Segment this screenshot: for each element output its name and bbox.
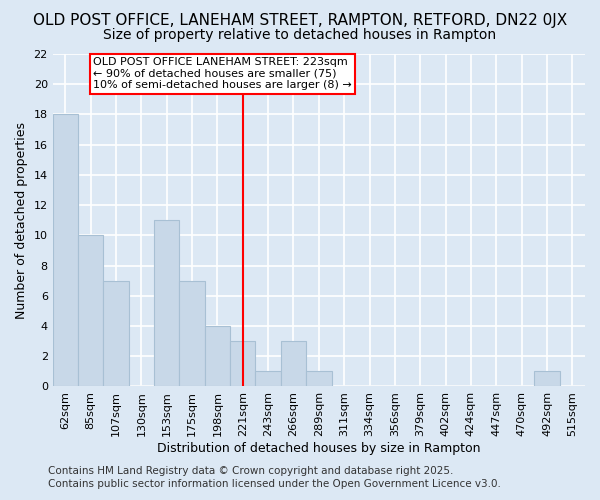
- Bar: [53, 114, 78, 386]
- Bar: [179, 280, 205, 386]
- Bar: [281, 341, 306, 386]
- Y-axis label: Number of detached properties: Number of detached properties: [15, 122, 28, 318]
- Text: Contains HM Land Registry data © Crown copyright and database right 2025.
Contai: Contains HM Land Registry data © Crown c…: [48, 466, 501, 489]
- Text: OLD POST OFFICE, LANEHAM STREET, RAMPTON, RETFORD, DN22 0JX: OLD POST OFFICE, LANEHAM STREET, RAMPTON…: [33, 12, 567, 28]
- Text: OLD POST OFFICE LANEHAM STREET: 223sqm
← 90% of detached houses are smaller (75): OLD POST OFFICE LANEHAM STREET: 223sqm ←…: [93, 57, 352, 90]
- X-axis label: Distribution of detached houses by size in Rampton: Distribution of detached houses by size …: [157, 442, 481, 455]
- Bar: [306, 372, 332, 386]
- Bar: [256, 372, 281, 386]
- Text: Size of property relative to detached houses in Rampton: Size of property relative to detached ho…: [103, 28, 497, 42]
- Bar: [230, 341, 256, 386]
- Bar: [103, 280, 129, 386]
- Bar: [205, 326, 230, 386]
- Bar: [154, 220, 179, 386]
- Bar: [535, 372, 560, 386]
- Bar: [78, 236, 103, 386]
